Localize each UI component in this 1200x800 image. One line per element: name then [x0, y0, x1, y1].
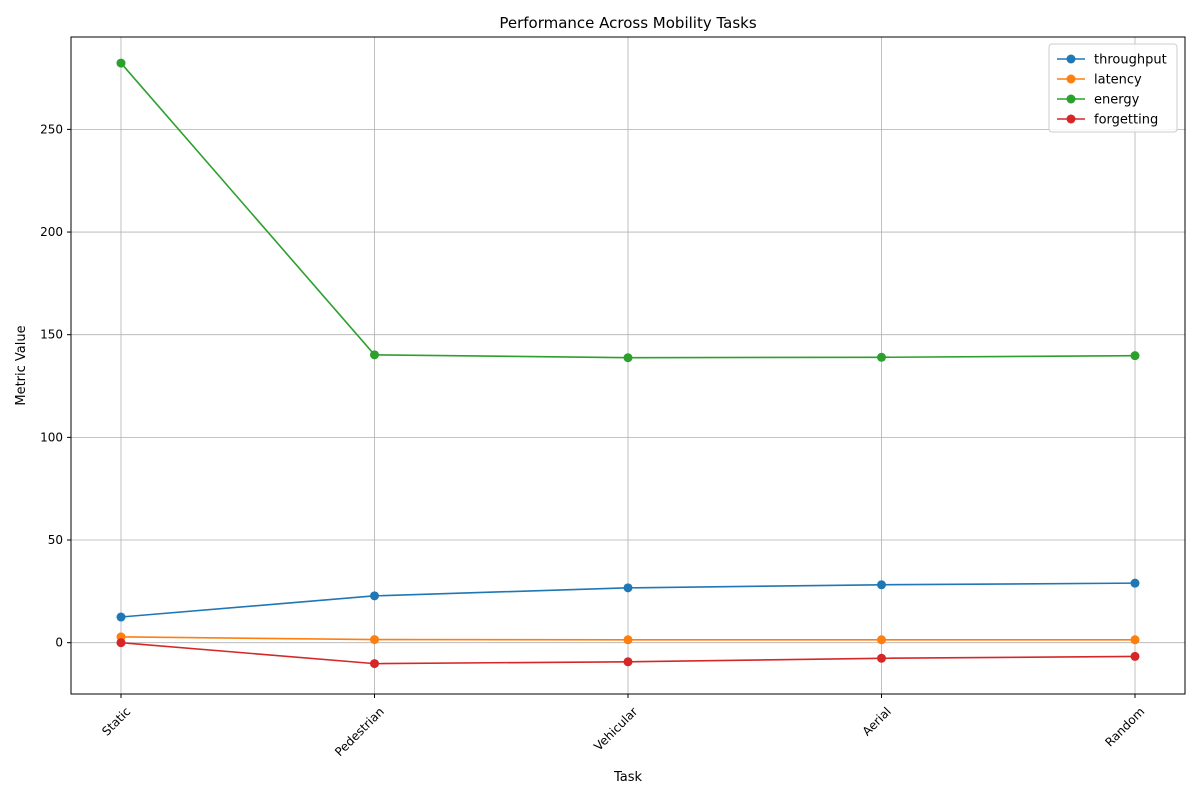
- data-point: [116, 58, 126, 68]
- y-tick-label: 0: [55, 636, 63, 650]
- x-axis: Static Pedestrian Vehicular Aerial Random: [99, 694, 1147, 759]
- data-point: [877, 635, 886, 645]
- legend-marker: [1066, 54, 1076, 64]
- legend-box: [1048, 43, 1178, 133]
- legend-item-latency: latency: [1057, 73, 1142, 88]
- data-point: [1130, 351, 1140, 361]
- legend-label: latency: [1094, 73, 1142, 88]
- x-tick-label: Vehicular: [591, 704, 640, 753]
- x-tick-label: Pedestrian: [332, 704, 387, 759]
- legend-marker: [1066, 94, 1076, 104]
- data-point: [877, 653, 886, 663]
- data-point: [370, 635, 379, 645]
- legend-label: forgetting: [1094, 113, 1158, 128]
- y-tick-label: 50: [48, 533, 63, 547]
- legend-marker: [1066, 114, 1076, 124]
- data-point: [370, 659, 379, 669]
- x-tick-label: Static: [99, 704, 133, 738]
- data-point: [623, 657, 633, 667]
- series-layer: [116, 58, 1140, 669]
- legend-item-throughput: throughput: [1057, 53, 1167, 68]
- x-axis-label: Task: [613, 770, 643, 785]
- data-point: [1130, 578, 1140, 588]
- legend-item-forgetting: forgetting: [1057, 113, 1158, 128]
- data-point: [370, 350, 379, 360]
- legend-label: throughput: [1094, 53, 1167, 68]
- x-tick-label: Aerial: [860, 704, 894, 738]
- data-point: [116, 612, 126, 622]
- data-point: [877, 580, 886, 590]
- data-point: [370, 591, 379, 601]
- y-tick-label: 250: [40, 122, 63, 136]
- series-forgetting: [116, 638, 1140, 669]
- y-axis: 0 50 100 150 200 250: [40, 122, 71, 650]
- grid: [71, 37, 1185, 694]
- series-throughput: [116, 578, 1140, 622]
- data-point: [1130, 635, 1140, 645]
- chart-title: Performance Across Mobility Tasks: [499, 14, 757, 32]
- data-point: [1130, 651, 1140, 661]
- legend-label: energy: [1094, 93, 1140, 108]
- y-tick-label: 150: [40, 328, 63, 342]
- x-tick-label: Random: [1102, 704, 1147, 749]
- data-point: [623, 635, 633, 645]
- data-point: [116, 638, 126, 648]
- y-tick-label: 200: [40, 225, 63, 239]
- data-point: [877, 352, 886, 362]
- y-tick-label: 100: [40, 430, 63, 444]
- y-axis-label: Metric Value: [14, 325, 29, 405]
- legend-marker: [1066, 74, 1076, 84]
- legend: throughput latency energy forgetting: [1048, 43, 1178, 133]
- series-energy: [116, 58, 1140, 363]
- data-point: [623, 583, 633, 593]
- data-point: [623, 353, 633, 363]
- legend-item-energy: energy: [1057, 93, 1140, 108]
